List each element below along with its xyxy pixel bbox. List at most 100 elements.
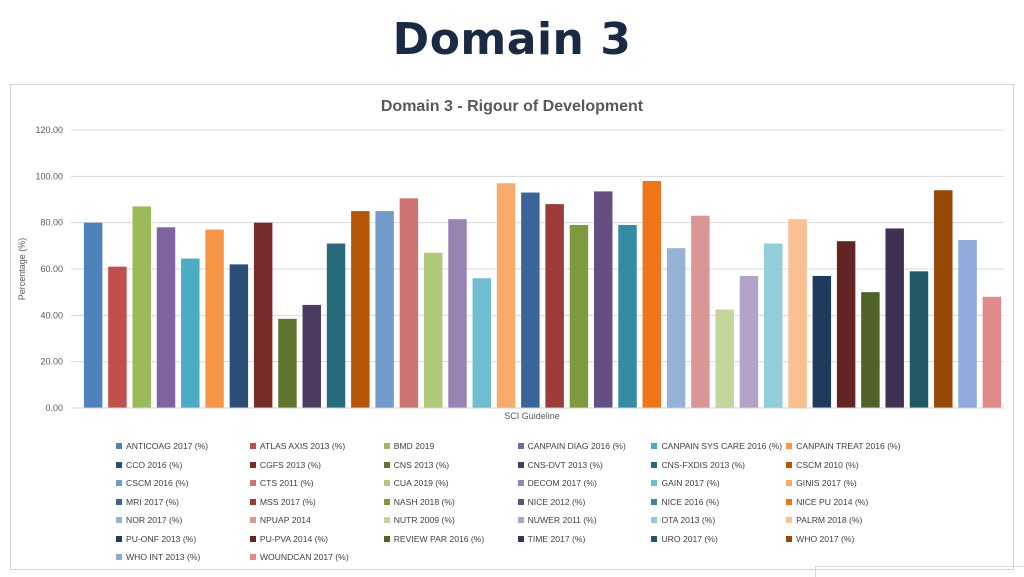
legend-label: CANPAIN DIAG 2016 (%) — [527, 441, 626, 452]
bar — [205, 229, 224, 408]
y-axis-label: Percentage (%) — [17, 238, 27, 301]
legend-label: WHO INT 2013 (%) — [126, 552, 201, 563]
legend-label: CUA 2019 (%) — [393, 478, 449, 489]
y-tick-label: 100.00 — [35, 171, 63, 181]
legend-swatch — [517, 461, 524, 468]
y-axis-ticks: 0.00 20.00 40.00 60.00 80.00 100.00 120.00 — [35, 125, 63, 413]
legend-swatch — [116, 480, 122, 487]
bar — [132, 206, 151, 408]
bar — [156, 227, 176, 408]
legend-label: PU-ONF 2013 (%) — [126, 533, 197, 544]
legend-swatch — [383, 535, 390, 542]
legend-swatch — [249, 443, 256, 450]
legend-item: ANTICOAG 2017 (%) — [116, 438, 246, 455]
bar — [861, 292, 880, 408]
legend-item: CCO 2016 (%) — [116, 457, 246, 474]
legend-label: CSCM 2016 (%) — [126, 478, 189, 489]
legend-swatch — [517, 517, 524, 524]
chart-title: Domain 3 - Rigour of Development — [381, 98, 644, 115]
legend-item: NOR 2017 (%) — [116, 512, 246, 529]
legend-label: URO 2017 (%) — [661, 533, 718, 544]
legend-label: TIME 2017 (%) — [527, 533, 586, 544]
legend-item: CANPAIN TREAT 2016 (%) — [786, 438, 916, 455]
bar — [375, 211, 394, 408]
bar — [909, 271, 929, 408]
legend-item: TIME 2017 (%) — [517, 531, 648, 548]
bar — [691, 215, 710, 408]
legend-swatch — [517, 498, 524, 505]
bar — [618, 224, 637, 408]
legend-label: WOUNDCAN 2017 (%) — [259, 552, 349, 563]
legend-swatch — [517, 480, 524, 487]
bar — [448, 219, 467, 408]
bar — [521, 192, 540, 408]
legend-swatch — [786, 498, 793, 505]
legend-item: OTA 2013 (%) — [651, 512, 782, 529]
bar — [399, 198, 419, 408]
bar — [253, 222, 273, 408]
bar — [181, 258, 200, 408]
bar — [423, 252, 443, 408]
bar — [326, 243, 346, 408]
legend-label: GAIN 2017 (%) — [661, 478, 720, 489]
bar — [958, 240, 977, 408]
legend-label: PU-PVA 2014 (%) — [259, 533, 329, 544]
legend-item: NPUAP 2014 — [249, 512, 380, 529]
legend-item: URO 2017 (%) — [651, 531, 782, 548]
bar — [764, 243, 783, 408]
legend-label: NASH 2018 (%) — [393, 496, 455, 507]
legend-swatch — [651, 461, 658, 468]
legend-label: NPUAP 2014 — [259, 515, 311, 526]
legend-item: NICE 2016 (%) — [651, 494, 782, 511]
legend-label: CANPAIN TREAT 2016 (%) — [796, 441, 901, 452]
bar — [278, 318, 297, 408]
legend-swatch — [249, 535, 256, 542]
legend-swatch — [786, 443, 793, 450]
legend-label: MSS 2017 (%) — [259, 496, 316, 507]
legend-swatch — [786, 480, 793, 487]
legend-label: WHO 2017 (%) — [796, 533, 855, 544]
legend-item: CNS-DVT 2013 (%) — [517, 457, 648, 474]
bar — [472, 278, 492, 408]
legend-item: CANPAIN SYS CARE 2016 (%) — [651, 438, 782, 455]
legend-swatch — [786, 535, 793, 542]
legend-label: ATLAS AXIS 2013 (%) — [259, 441, 346, 452]
slide-corner-divider — [815, 566, 1024, 577]
legend-label: CNS-DVT 2013 (%) — [527, 459, 603, 470]
legend-label: NUTR 2009 (%) — [393, 515, 455, 526]
legend-label: CSCM 2010 (%) — [796, 459, 859, 470]
legend-item: CUA 2019 (%) — [383, 475, 514, 492]
bar — [302, 304, 321, 408]
legend-item: NUWER 2011 (%) — [517, 512, 648, 529]
legend-item: MSS 2017 (%) — [249, 494, 380, 511]
legend-label: MRI 2017 (%) — [126, 496, 180, 507]
y-tick-label: 0.00 — [45, 403, 63, 413]
legend-swatch — [383, 480, 390, 487]
legend-item: PU-ONF 2013 (%) — [116, 531, 246, 548]
bar — [666, 248, 686, 408]
legend-swatch — [116, 554, 122, 561]
bar — [836, 241, 856, 408]
legend-item: CNS 2013 (%) — [383, 457, 514, 474]
bar — [593, 191, 613, 408]
legend-label: NICE 2012 (%) — [527, 496, 586, 507]
bar — [229, 264, 249, 408]
legend-item: NICE 2012 (%) — [517, 494, 648, 511]
legend-swatch — [383, 461, 390, 468]
legend-swatch — [116, 498, 122, 505]
y-tick-label: 60.00 — [40, 264, 63, 274]
legend-swatch — [517, 535, 524, 542]
legend-swatch — [116, 443, 122, 450]
legend-swatch — [651, 535, 658, 542]
legend-item: CSCM 2010 (%) — [786, 457, 916, 474]
bar — [982, 296, 1002, 408]
y-tick-label: 20.00 — [40, 357, 63, 367]
legend-item: GAIN 2017 (%) — [651, 475, 782, 492]
y-tick-label: 120.00 — [35, 125, 63, 135]
legend-swatch — [517, 443, 524, 450]
bar — [108, 266, 127, 408]
chart-legend: ANTICOAG 2017 (%) ATLAS AXIS 2013 (%) BMD … — [116, 438, 916, 566]
legend-item: NASH 2018 (%) — [383, 494, 514, 511]
legend-item: CANPAIN DIAG 2016 (%) — [517, 438, 648, 455]
legend-label: CCO 2016 (%) — [126, 459, 183, 470]
